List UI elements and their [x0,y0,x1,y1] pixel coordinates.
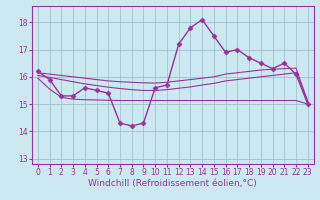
X-axis label: Windchill (Refroidissement éolien,°C): Windchill (Refroidissement éolien,°C) [88,179,257,188]
